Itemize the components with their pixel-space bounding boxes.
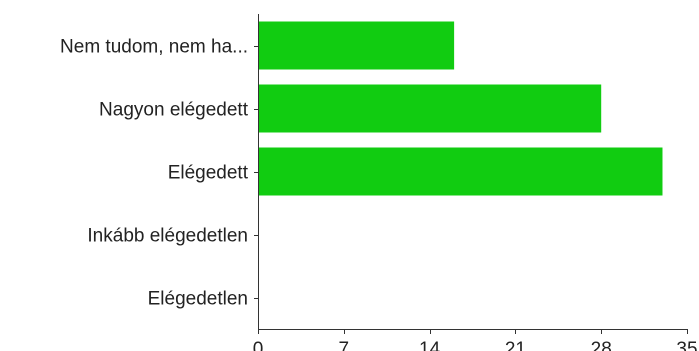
x-tick-label-4: 28 xyxy=(591,339,612,351)
category-label-0: Nem tudom, nem ha... xyxy=(60,37,248,58)
x-tick-label-2: 14 xyxy=(419,339,441,351)
category-labels: Nem tudom, nem ha... Nagyon elégedett Elég… xyxy=(60,37,258,310)
category-label-2: Elégedett xyxy=(168,163,249,184)
x-tick-label-3: 21 xyxy=(505,339,526,351)
x-axis-ticks: 0 7 14 21 28 35 xyxy=(253,329,698,351)
bar-0 xyxy=(258,21,455,70)
x-tick-label-5: 35 xyxy=(676,339,697,351)
x-tick-label-0: 0 xyxy=(253,339,264,351)
category-label-4: Elégedetlen xyxy=(148,289,248,310)
bars-group xyxy=(258,21,663,196)
category-label-1: Nagyon elégedett xyxy=(99,100,249,121)
bar-1 xyxy=(258,84,602,133)
x-tick-label-1: 7 xyxy=(339,339,350,351)
category-label-3: Inkább elégedetlen xyxy=(87,226,248,247)
bar-2 xyxy=(258,147,663,196)
